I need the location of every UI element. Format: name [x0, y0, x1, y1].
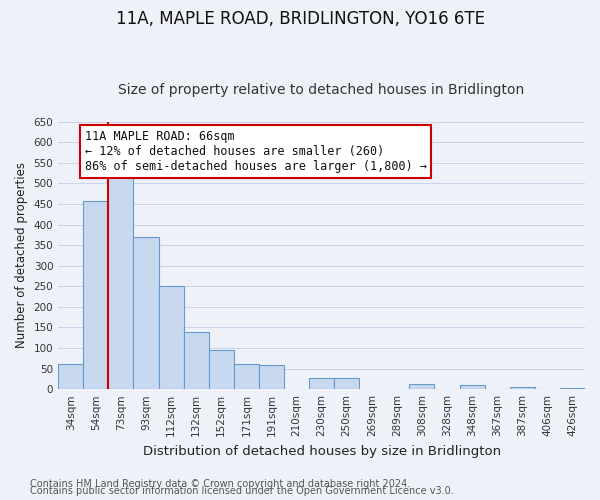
Bar — [409, 384, 434, 389]
Bar — [184, 332, 209, 389]
Bar — [209, 350, 234, 389]
Bar — [109, 176, 133, 389]
Y-axis label: Number of detached properties: Number of detached properties — [15, 162, 28, 348]
Title: Size of property relative to detached houses in Bridlington: Size of property relative to detached ho… — [118, 83, 525, 97]
Bar — [510, 387, 535, 389]
Bar — [234, 364, 259, 389]
Bar — [58, 364, 83, 389]
Bar — [259, 366, 284, 389]
Bar — [560, 388, 585, 389]
Bar — [309, 378, 334, 389]
Bar — [334, 378, 359, 389]
Text: Contains public sector information licensed under the Open Government Licence v3: Contains public sector information licen… — [30, 486, 454, 496]
Bar — [460, 385, 485, 389]
Text: Contains HM Land Registry data © Crown copyright and database right 2024.: Contains HM Land Registry data © Crown c… — [30, 479, 410, 489]
Bar — [83, 201, 109, 389]
Bar — [133, 237, 158, 389]
X-axis label: Distribution of detached houses by size in Bridlington: Distribution of detached houses by size … — [143, 444, 500, 458]
Bar — [158, 286, 184, 389]
Text: 11A, MAPLE ROAD, BRIDLINGTON, YO16 6TE: 11A, MAPLE ROAD, BRIDLINGTON, YO16 6TE — [115, 10, 485, 28]
Text: 11A MAPLE ROAD: 66sqm
← 12% of detached houses are smaller (260)
86% of semi-det: 11A MAPLE ROAD: 66sqm ← 12% of detached … — [85, 130, 427, 173]
